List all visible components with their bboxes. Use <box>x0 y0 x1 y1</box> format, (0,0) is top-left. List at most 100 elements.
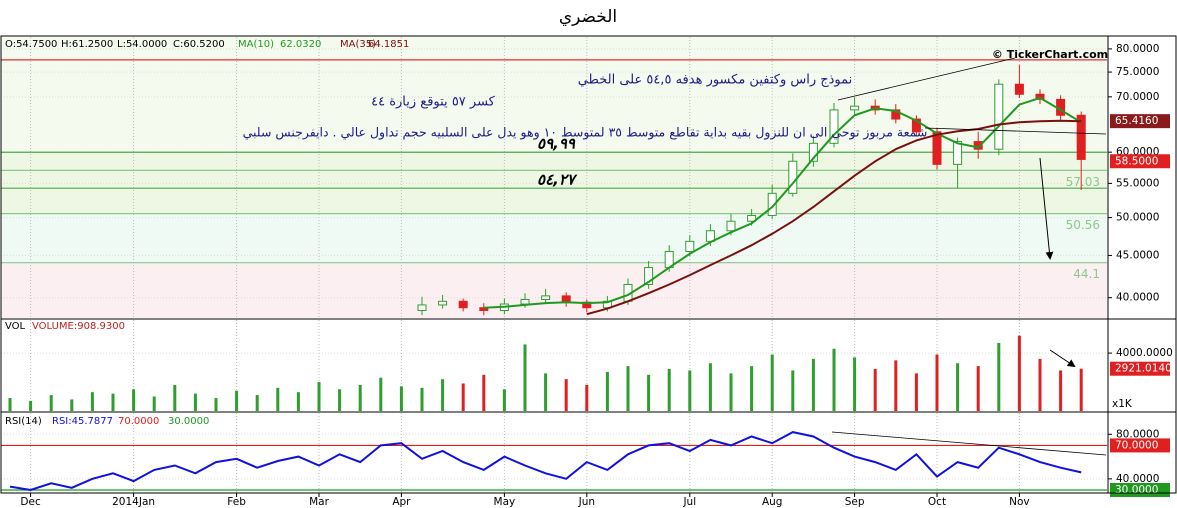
candle-body <box>747 214 757 222</box>
value-box-label: 58.5000 <box>1115 155 1158 167</box>
volume-bar <box>976 366 980 411</box>
volume-bar <box>90 392 94 411</box>
x-tick-label: Jul <box>682 496 696 508</box>
volume-bar <box>111 393 115 411</box>
volume-bar <box>461 383 465 411</box>
y-tick-label: 4000.0000 <box>1116 347 1173 359</box>
x-tick-label: Dec <box>20 496 41 508</box>
price-plot: ٥٩,٩٩ 57.03 ٥٤,٢٧ 50.56 44.1 <box>1 37 1107 318</box>
y-tick-label: 40.0000 <box>1116 473 1159 485</box>
volume-bar <box>605 371 609 411</box>
volume-plot <box>1 320 1107 411</box>
x-tick-label: 2014Jan <box>112 496 155 508</box>
volume-bar <box>667 369 671 411</box>
candle-body <box>541 295 551 300</box>
level-label: ٥٤,٢٧ <box>537 171 578 189</box>
rsi-plot <box>1 413 1107 493</box>
volume-bar <box>214 397 218 411</box>
volume-bar <box>935 354 939 411</box>
arrow <box>1049 349 1076 368</box>
chart-title: الخضري <box>559 7 617 27</box>
legend-name: MA(35) <box>340 39 376 50</box>
level-readout: 30.0000 <box>168 416 209 427</box>
volume-bar <box>193 393 197 411</box>
volume-bar <box>585 384 589 411</box>
volume-bar <box>708 363 712 411</box>
ohlc-readout: H:61.2500 <box>61 39 113 50</box>
volume-bar <box>626 366 630 411</box>
volume-bar <box>832 348 836 411</box>
band <box>1 262 1107 318</box>
volume-bar <box>688 370 692 411</box>
y-tick-label: 80.0000 <box>1116 428 1159 440</box>
rsi-frame <box>0 411 1177 494</box>
band <box>1 37 1107 153</box>
legend-value: 62.0320 <box>280 39 321 50</box>
candle-body <box>829 109 839 144</box>
volume-bar <box>338 389 342 411</box>
candle-body <box>932 131 942 165</box>
ma-line <box>483 96 1082 309</box>
volume-bar <box>29 400 33 411</box>
candle-body <box>767 192 777 216</box>
volume-bar <box>811 358 815 411</box>
volume-bar <box>956 363 960 411</box>
value-box-label: 30.0000 <box>1115 484 1158 496</box>
volume-bar <box>997 342 1001 411</box>
value-box <box>1110 114 1170 129</box>
panel-readout: VOLUME:908.9300 <box>32 321 125 332</box>
x-tick-label: Aug <box>762 496 783 508</box>
y-tick-label: 45.0000 <box>1116 249 1159 261</box>
y-tick-label: 50.0000 <box>1116 212 1159 224</box>
y-tick-label: 70.0000 <box>1116 91 1159 103</box>
volume-bar <box>544 373 548 411</box>
volume-bar <box>441 379 445 411</box>
volume-bar <box>317 382 321 411</box>
volume-bar <box>255 395 259 411</box>
volume-bar <box>132 389 136 411</box>
candle-body <box>850 105 860 111</box>
level-label: 44.1 <box>1073 267 1100 281</box>
value-box-label: 70.0000 <box>1115 439 1158 451</box>
volume-bar <box>791 370 795 411</box>
value-box <box>1110 361 1170 376</box>
volume-bar <box>873 369 877 411</box>
volume-bar <box>358 384 362 411</box>
volume-bar <box>647 374 651 411</box>
annotation: شمعة مربوز توحي الى ان للنزول بقيه بداية… <box>243 125 928 141</box>
volume-bar <box>8 397 12 411</box>
candle-body <box>479 307 489 311</box>
ohlc-readout: C:60.5200 <box>173 39 225 50</box>
volume-bar <box>770 354 774 411</box>
volume-bar <box>296 392 300 411</box>
candle-body <box>417 304 427 311</box>
volume-bar <box>564 379 568 411</box>
level-label: 50.56 <box>1066 218 1100 232</box>
neck-line <box>924 127 1107 135</box>
band <box>1 213 1107 263</box>
panel-readout: RSI:45.7877 <box>52 416 113 427</box>
volume-bar <box>379 377 383 411</box>
y-tick-label: 75.0000 <box>1116 66 1159 78</box>
volume-bar <box>1017 335 1021 411</box>
volume-bar <box>152 396 156 411</box>
candle-body <box>458 300 468 309</box>
volume-bar <box>420 387 424 411</box>
volume-bar <box>70 399 74 411</box>
candle-body <box>973 141 983 150</box>
value-box-label: 2921.0140 <box>1115 363 1172 375</box>
value-box <box>1110 154 1170 169</box>
volume-bar <box>235 390 239 411</box>
candle-body <box>726 220 736 232</box>
candle-body <box>788 160 798 194</box>
volume-bar <box>914 373 918 411</box>
candle-body <box>520 298 530 305</box>
candle-body <box>685 240 695 252</box>
volume-bar <box>1038 358 1042 411</box>
candle-body <box>891 109 901 120</box>
volume-bar <box>49 395 53 411</box>
volume-bar <box>399 386 403 411</box>
candle-body <box>438 300 448 306</box>
x-tick-label: Oct <box>928 496 946 508</box>
